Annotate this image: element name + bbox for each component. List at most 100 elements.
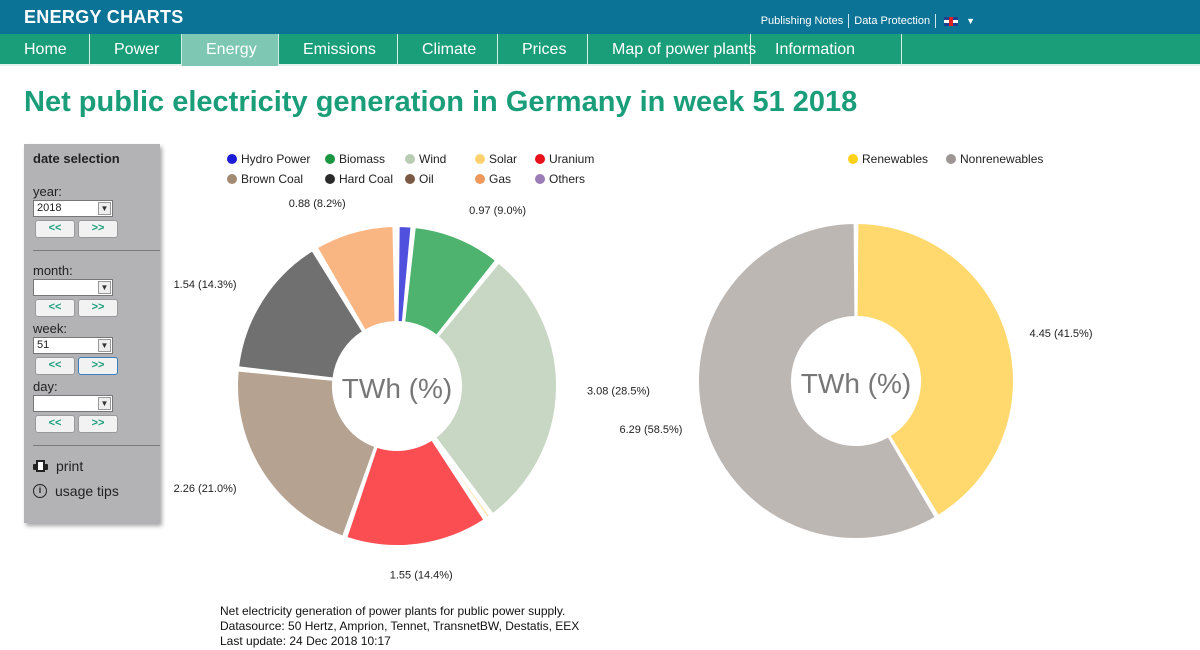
legend-item-solar[interactable]: Solar: [475, 152, 535, 166]
publishing-notes-link[interactable]: Publishing Notes: [756, 14, 850, 28]
slice-solar[interactable]: [432, 437, 491, 520]
day-prev-button[interactable]: <<: [35, 415, 75, 433]
slice-hard-coal[interactable]: [237, 249, 365, 380]
usage-tips-button[interactable]: i usage tips: [33, 483, 151, 499]
date-selection-panel: date selection year: 2018 ▼ << >> month:…: [24, 144, 160, 523]
legend-label: Gas: [489, 172, 512, 186]
nav-climate[interactable]: Climate: [398, 34, 498, 66]
center-label: TWh (%): [801, 368, 911, 399]
legend-item-uranium[interactable]: Uranium: [535, 152, 595, 166]
month-select[interactable]: ▼: [33, 279, 113, 296]
slice-label: 6.29 (58.5%): [619, 424, 682, 436]
print-label: print: [56, 458, 84, 474]
slice-label: 1.55 (14.4%): [390, 569, 453, 581]
top-links: Publishing Notes Data Protection ▼: [756, 14, 975, 28]
year-buttons: << >>: [35, 220, 151, 238]
nav-emissions[interactable]: Emissions: [279, 34, 398, 66]
week-prev-button[interactable]: <<: [35, 357, 75, 375]
nav-prices[interactable]: Prices: [498, 34, 588, 66]
legend-item-oil[interactable]: Oil: [405, 172, 475, 186]
slice-others[interactable]: [394, 225, 398, 324]
footer-datasource: Datasource: 50 Hertz, Amprion, Tennet, T…: [220, 619, 580, 633]
top-bar: ENERGY CHARTS Publishing Notes Data Prot…: [0, 0, 1200, 34]
nav-energy[interactable]: Energy: [182, 34, 279, 66]
nav-power[interactable]: Power: [90, 34, 182, 66]
legend-label: Solar: [489, 152, 518, 166]
uk-flag-icon: [944, 16, 959, 26]
legend-label: Brown Coal: [241, 172, 304, 186]
nav-home[interactable]: Home: [0, 34, 90, 66]
day-buttons: << >>: [35, 415, 151, 433]
language-selector[interactable]: ▼: [936, 16, 975, 26]
renewables-legend: Renewables Nonrenewables: [848, 152, 1056, 166]
legend-label: Uranium: [549, 152, 595, 166]
legend-item-brown-coal[interactable]: Brown Coal: [227, 172, 325, 186]
day-select[interactable]: ▼: [33, 395, 113, 412]
legend-swatch: [475, 174, 485, 184]
week-label: week:: [33, 321, 67, 336]
year-select[interactable]: 2018 ▼: [33, 200, 113, 217]
month-buttons: << >>: [35, 299, 151, 317]
day-next-button[interactable]: >>: [78, 415, 118, 433]
legend-label: Nonrenewables: [960, 152, 1044, 166]
month-prev-button[interactable]: <<: [35, 299, 75, 317]
legend-swatch: [475, 154, 485, 164]
center-label: TWh (%): [342, 373, 452, 404]
page-title: Net public electricity generation in Ger…: [24, 86, 858, 118]
week-select[interactable]: 51 ▼: [33, 337, 113, 354]
legend-item-gas[interactable]: Gas: [475, 172, 535, 186]
legend-swatch: [535, 174, 545, 184]
data-protection-link[interactable]: Data Protection: [849, 14, 937, 28]
legend-swatch: [227, 154, 237, 164]
week-value: 51: [37, 339, 50, 351]
legend-swatch: [405, 154, 415, 164]
legend-item-renewables[interactable]: Renewables: [848, 152, 946, 166]
week-next-button[interactable]: >>: [78, 357, 118, 375]
chevron-down-icon: ▼: [98, 202, 111, 215]
legend-label: Hydro Power: [241, 152, 311, 166]
legend-item-others[interactable]: Others: [535, 172, 595, 186]
month-next-button[interactable]: >>: [78, 299, 118, 317]
slice-renewables[interactable]: [855, 222, 1015, 517]
slice-gas[interactable]: [315, 225, 397, 332]
year-label: year:: [33, 184, 62, 199]
legend-item-hard-coal[interactable]: Hard Coal: [325, 172, 405, 186]
legend-item-biomass[interactable]: Biomass: [325, 152, 405, 166]
nav-map-of-power-plants[interactable]: Map of power plants: [588, 34, 756, 66]
chevron-down-icon: ▼: [98, 281, 111, 294]
legend-label: Renewables: [862, 152, 929, 166]
legend-swatch: [535, 154, 545, 164]
slice-label: 0.88 (8.2%): [289, 198, 346, 210]
nav-information[interactable]: Information: [751, 34, 902, 66]
year-prev-button[interactable]: <<: [35, 220, 75, 238]
legend-item-hydro-power[interactable]: Hydro Power: [227, 152, 325, 166]
slice-nonrenewables[interactable]: [697, 222, 937, 540]
legend-item-nonrenewables[interactable]: Nonrenewables: [946, 152, 1056, 166]
brand-logo[interactable]: ENERGY CHARTS: [24, 7, 184, 27]
slice-label: 1.54 (14.3%): [174, 279, 237, 291]
slice-label: 2.26 (21.0%): [174, 483, 237, 495]
print-button[interactable]: print: [33, 458, 151, 474]
info-icon: i: [33, 484, 47, 498]
year-next-button[interactable]: >>: [78, 220, 118, 238]
divider: [33, 445, 160, 446]
slice-hydro-power[interactable]: [396, 225, 413, 324]
slice-uranium[interactable]: [345, 438, 486, 547]
generation-legend: Hydro Power Biomass Wind Solar Uranium B…: [227, 152, 595, 186]
divider: [33, 250, 160, 251]
chevron-down-icon: ▼: [98, 397, 111, 410]
legend-swatch: [405, 174, 415, 184]
slice-wind[interactable]: [434, 261, 558, 516]
legend-label: Hard Coal: [339, 172, 394, 186]
footer-description: Net electricity generation of power plan…: [220, 604, 566, 618]
footer-last-update: Last update: 24 Dec 2018 10:17: [220, 634, 391, 648]
day-label: day:: [33, 379, 58, 394]
slice-brown-coal[interactable]: [236, 369, 377, 538]
legend-item-wind[interactable]: Wind: [405, 152, 475, 166]
slice-biomass[interactable]: [403, 225, 498, 337]
legend-swatch: [325, 154, 335, 164]
week-buttons: << >>: [35, 357, 151, 375]
legend-label: Wind: [419, 152, 447, 166]
legend-swatch: [848, 154, 858, 164]
